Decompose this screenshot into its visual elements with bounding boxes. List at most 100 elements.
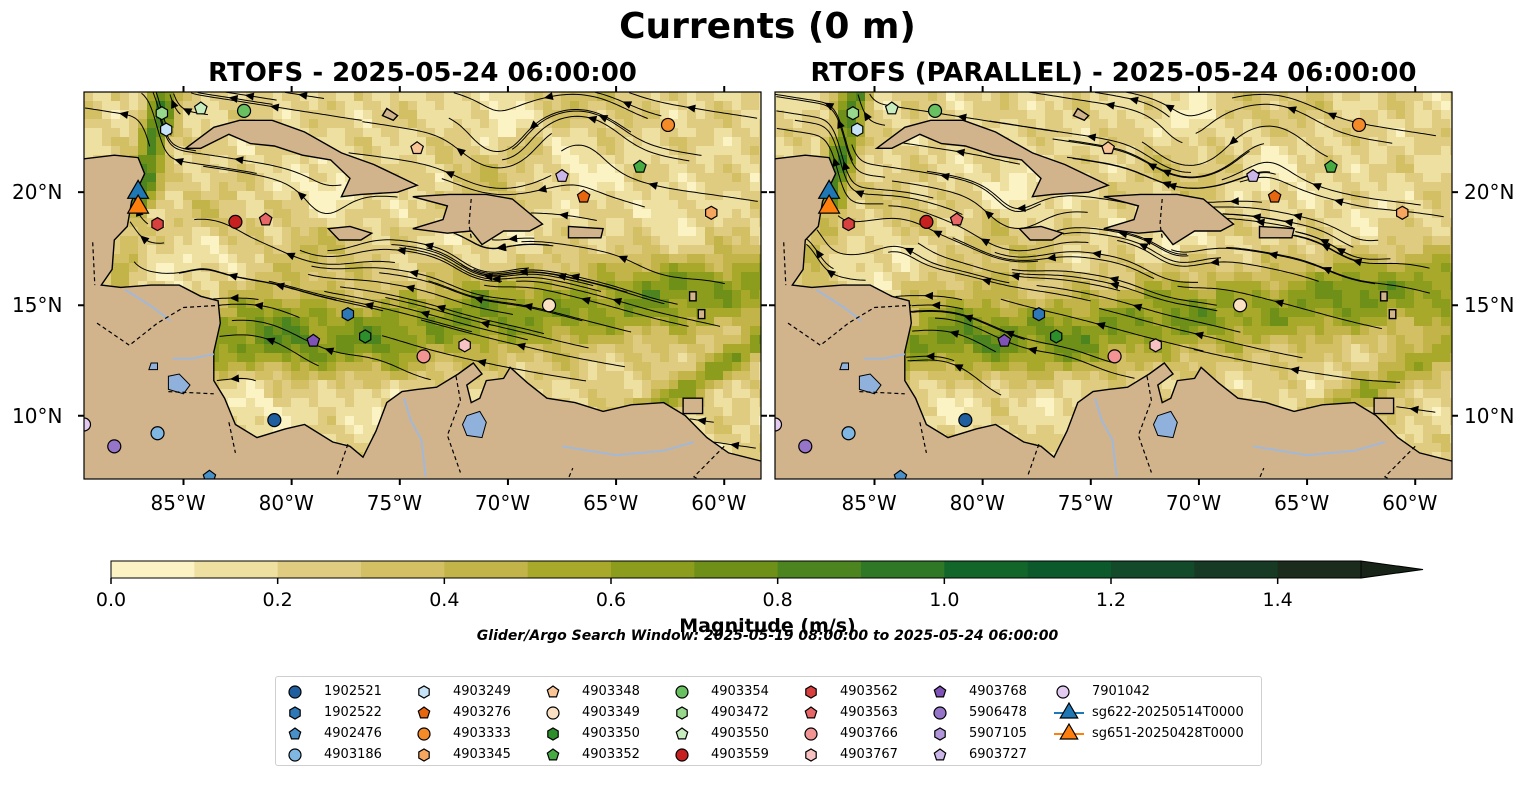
pentagon-marker-icon [417, 706, 431, 719]
hexagon-marker-icon [805, 748, 817, 762]
float-1902521 [267, 413, 282, 428]
streamline-arrow [923, 291, 934, 300]
legend-float-marker [675, 685, 689, 699]
x-tick-label: 85°W [841, 491, 897, 515]
colorbar-frame [110, 560, 1362, 579]
float-5906478 [798, 439, 813, 454]
legend-float-marker [675, 727, 689, 740]
float-4903354 [927, 103, 943, 118]
pentagon-marker-icon [546, 685, 560, 698]
pentagon-marker-icon [288, 727, 302, 740]
streamline-arrow [904, 247, 914, 256]
legend-label: 4903472 [711, 705, 769, 720]
legend-float-marker [804, 706, 818, 719]
streamline-arrow [1147, 163, 1158, 171]
legend-label: 5907105 [969, 726, 1027, 741]
float-7901042 [775, 417, 783, 432]
legend-label: sg651-20250428T0000 [1092, 726, 1244, 741]
streamline-arrow [618, 255, 628, 264]
float-4903276 [576, 189, 591, 203]
x-tick-label: 80°W [949, 491, 1005, 515]
streamline-arrow [1010, 272, 1020, 281]
border [859, 391, 905, 395]
streamline-arrow [516, 342, 526, 351]
streamline-arrow [955, 148, 966, 157]
streamline-arrow [598, 115, 609, 123]
legend-column: 4903768 5906478 5907105 6903727 [931, 681, 1027, 765]
pentagon-marker-icon [933, 748, 947, 761]
streamline-arrow [1046, 253, 1057, 262]
colorbar-label: Magnitude (m/s) [679, 615, 856, 637]
streamline-arrow [182, 108, 193, 116]
streamline-arrow [957, 113, 967, 122]
legend-label: 4903333 [453, 726, 511, 741]
streamline-arrow [229, 374, 240, 383]
float-4903563 [258, 212, 273, 226]
streamline-arrow [854, 190, 865, 198]
legend-item: 7901042 [1054, 681, 1244, 702]
streamline-arrow [405, 284, 415, 293]
colorbar-tick-label: 0.6 [595, 589, 627, 611]
border [1258, 467, 1265, 479]
legend-float-marker [547, 727, 559, 741]
colorbar-segment [944, 561, 1029, 578]
float-1902522 [341, 307, 355, 322]
legend-item: 4903350 [544, 723, 640, 744]
colorbar-segment [277, 561, 362, 578]
colorbar-segment [361, 561, 445, 578]
x-tick-label: 75°W [366, 491, 423, 515]
legend-item: 4903559 [673, 744, 769, 765]
legend-float-marker [288, 685, 302, 699]
river [1252, 441, 1386, 457]
colorbar-segment [111, 561, 195, 578]
legend-float-marker [546, 706, 560, 720]
float-4902476 [202, 469, 217, 479]
legend-float-marker [546, 685, 560, 698]
map-panel-rtofs [84, 92, 761, 479]
legend-column: 4903354 4903472 4903550 4903559 [673, 681, 769, 765]
colorbar-tick-label: 1.2 [1095, 589, 1127, 611]
streamline-arrow [729, 441, 740, 450]
streamline-arrow [686, 104, 696, 113]
legend-item: 5906478 [931, 702, 1027, 723]
streamline-arrow [396, 246, 406, 255]
hexagon-marker-icon [289, 706, 301, 720]
streamline-arrow [1194, 331, 1204, 340]
legend-label: 4903276 [453, 705, 511, 720]
streamline-arrow [1289, 366, 1300, 375]
legend-float-marker [418, 748, 430, 762]
pentagon-marker-icon [933, 685, 947, 698]
legend-glider-marker [1059, 702, 1079, 719]
float-6903727 [1246, 168, 1260, 182]
streamline-arrow [1161, 181, 1172, 189]
legend-float-marker [933, 748, 947, 761]
legend-float-marker [288, 748, 302, 762]
float-4903562 [842, 216, 855, 232]
streamline-arrow [1129, 96, 1139, 105]
legend-item: 4903186 [286, 744, 382, 765]
legend-float-marker [417, 706, 431, 719]
colorbar-tick-label: 1.4 [1262, 589, 1293, 611]
streamline-arrow [364, 302, 374, 310]
float-4903349 [1232, 298, 1248, 313]
x-tick-label: 75°W [1057, 491, 1114, 515]
legend-label: 4903186 [324, 747, 382, 762]
pentagon-marker-icon [546, 748, 560, 761]
legend-item: 4903354 [673, 681, 769, 702]
float-4903768 [997, 333, 1012, 347]
circle-marker-icon [675, 685, 689, 699]
circle-marker-icon [933, 706, 947, 720]
streamline-arrow [518, 267, 529, 276]
streamline-arrow [285, 252, 296, 261]
land [775, 107, 1452, 479]
float-legend: 1902521 1902522 4902476 4903186 4903249 49032… [275, 676, 1262, 766]
streamline-arrow [228, 272, 238, 281]
streamline-arrow [456, 147, 466, 157]
legend-item: 4903472 [673, 702, 769, 723]
y-tick-label: 15°N [12, 293, 63, 318]
border [919, 422, 927, 454]
panel-frame [83, 91, 762, 480]
float-4903350 [359, 329, 372, 344]
streamline-arrow [980, 238, 991, 247]
